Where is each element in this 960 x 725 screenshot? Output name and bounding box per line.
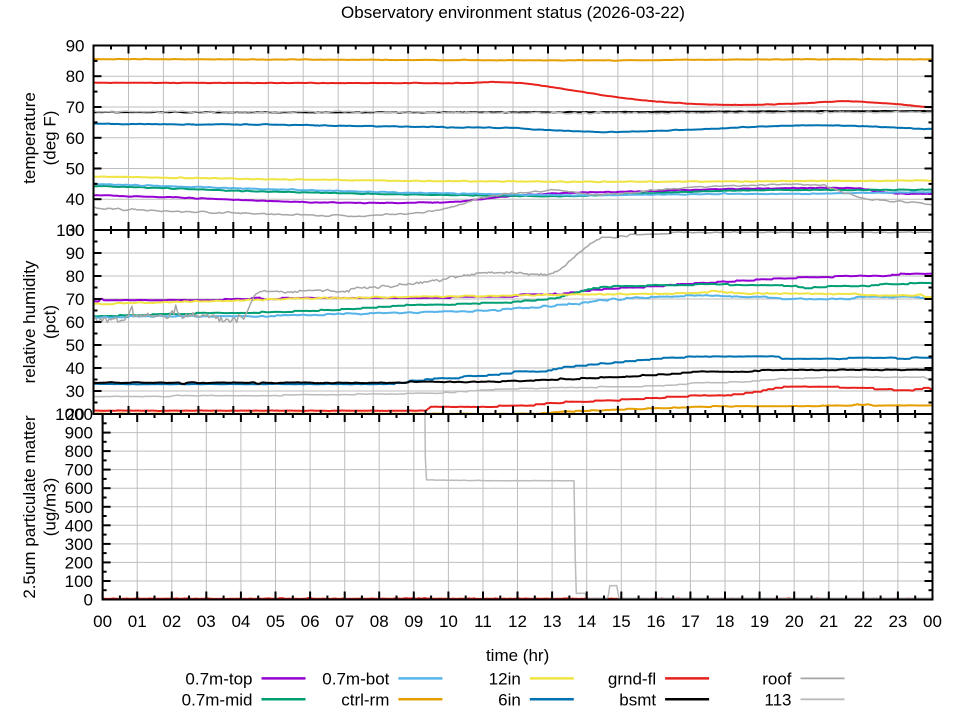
svg-text:23: 23: [888, 612, 907, 631]
svg-text:90: 90: [66, 244, 85, 263]
svg-text:22: 22: [854, 612, 873, 631]
svg-text:500: 500: [65, 498, 93, 517]
svg-text:30: 30: [66, 382, 85, 401]
svg-text:6in: 6in: [498, 690, 521, 709]
svg-text:roof: roof: [762, 669, 792, 688]
svg-text:00: 00: [923, 612, 942, 631]
svg-text:30: 30: [66, 221, 85, 240]
svg-text:(pct): (pct): [41, 305, 60, 339]
svg-text:bsmt: bsmt: [619, 690, 656, 709]
svg-text:(ug/m3): (ug/m3): [41, 478, 60, 537]
svg-text:700: 700: [65, 461, 93, 480]
svg-text:Observatory environment status: Observatory environment status (2026-03-…: [341, 3, 685, 22]
svg-text:800: 800: [65, 442, 93, 461]
svg-text:19: 19: [750, 612, 769, 631]
svg-text:300: 300: [65, 535, 93, 554]
svg-text:08: 08: [370, 612, 389, 631]
svg-text:06: 06: [301, 612, 320, 631]
svg-text:100: 100: [56, 221, 84, 240]
svg-text:10: 10: [439, 612, 458, 631]
svg-text:2.5um particulate matter: 2.5um particulate matter: [20, 415, 39, 599]
svg-text:temperature: temperature: [20, 92, 39, 184]
svg-text:01: 01: [128, 612, 147, 631]
svg-text:1000: 1000: [55, 405, 93, 424]
svg-text:0.7m-bot: 0.7m-bot: [322, 669, 389, 688]
svg-text:40: 40: [66, 190, 85, 209]
svg-text:00: 00: [93, 612, 112, 631]
svg-text:04: 04: [231, 612, 250, 631]
svg-text:16: 16: [646, 612, 665, 631]
svg-text:100: 100: [65, 572, 93, 591]
svg-text:113: 113: [764, 690, 791, 709]
svg-text:05: 05: [266, 612, 285, 631]
svg-text:11: 11: [474, 612, 492, 631]
svg-text:ctrl-rm: ctrl-rm: [341, 690, 389, 709]
svg-text:40: 40: [66, 359, 85, 378]
svg-text:200: 200: [65, 553, 93, 572]
svg-text:relative humidity: relative humidity: [20, 260, 39, 383]
svg-text:20: 20: [785, 612, 804, 631]
svg-text:400: 400: [65, 516, 93, 535]
svg-text:13: 13: [543, 612, 562, 631]
svg-text:60: 60: [66, 313, 85, 332]
svg-text:12: 12: [508, 612, 527, 631]
svg-text:14: 14: [577, 612, 596, 631]
svg-text:60: 60: [66, 129, 85, 148]
svg-text:0: 0: [84, 591, 93, 610]
svg-text:80: 80: [66, 267, 85, 286]
svg-text:12in: 12in: [489, 669, 521, 688]
svg-text:90: 90: [66, 37, 85, 56]
svg-text:900: 900: [65, 424, 93, 443]
svg-text:0.7m-top: 0.7m-top: [185, 669, 252, 688]
svg-text:17: 17: [681, 612, 700, 631]
svg-text:09: 09: [404, 612, 423, 631]
svg-text:02: 02: [162, 612, 181, 631]
svg-text:time (hr): time (hr): [486, 646, 549, 665]
svg-text:18: 18: [716, 612, 735, 631]
svg-text:21: 21: [819, 612, 838, 631]
svg-text:0.7m-mid: 0.7m-mid: [182, 690, 253, 709]
svg-text:03: 03: [197, 612, 216, 631]
svg-text:70: 70: [66, 290, 85, 309]
svg-text:50: 50: [66, 160, 85, 179]
svg-text:(deg F): (deg F): [41, 111, 60, 166]
svg-text:15: 15: [612, 612, 631, 631]
svg-text:20: 20: [66, 405, 85, 424]
svg-text:50: 50: [66, 336, 85, 355]
svg-text:grnd-fl: grnd-fl: [608, 669, 656, 688]
svg-text:70: 70: [66, 98, 85, 117]
svg-text:07: 07: [335, 612, 354, 631]
svg-text:600: 600: [65, 479, 93, 498]
svg-text:80: 80: [66, 67, 85, 86]
